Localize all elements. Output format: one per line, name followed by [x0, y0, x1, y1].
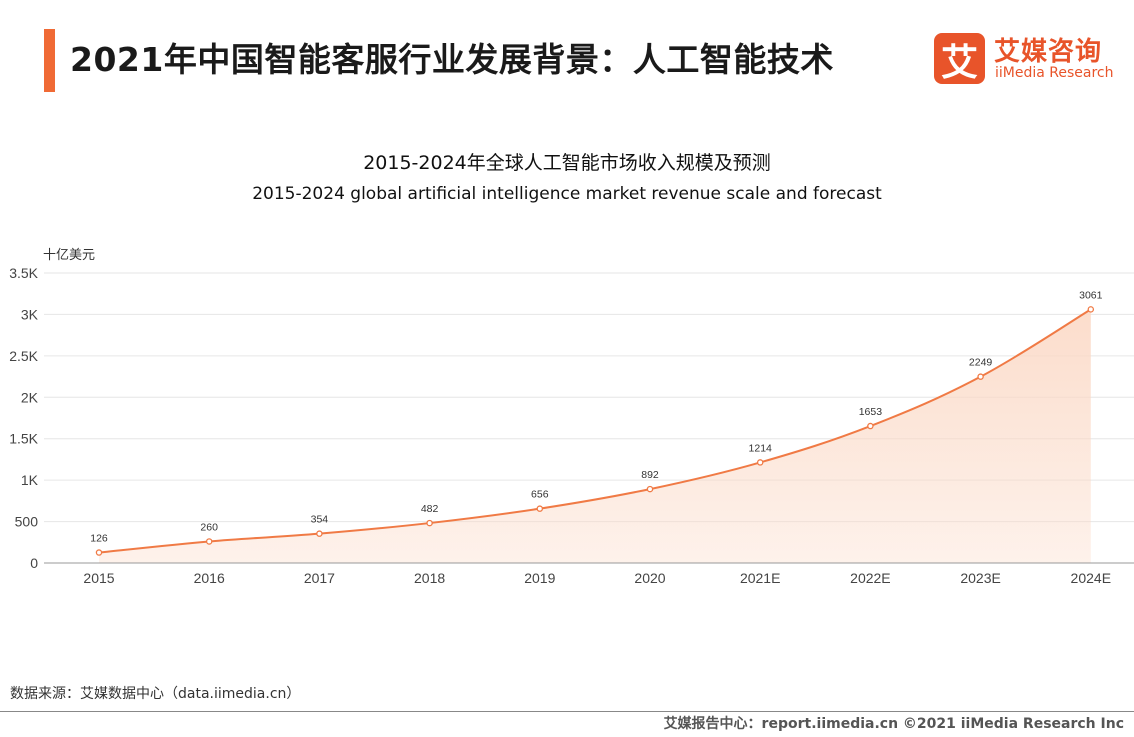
x-tick-label: 2021E — [740, 570, 780, 586]
data-point — [867, 422, 874, 430]
x-axis-ticks: 2015 2016 2017 2018 2019 2020 2021E 2022E 2023E 2… — [83, 570, 1111, 586]
x-tick-label: 2019 — [524, 570, 555, 586]
footer-divider — [0, 711, 1134, 712]
area-fill — [99, 309, 1091, 563]
x-tick-label: 2016 — [194, 570, 225, 586]
data-label: 354 — [311, 514, 329, 526]
logo-en-text: iiMedia Research — [995, 65, 1114, 81]
x-tick-label: 2017 — [304, 570, 335, 586]
data-point — [536, 505, 544, 512]
chart-title: 2015-2024年全球人工智能市场收入规模及预测 — [363, 152, 771, 174]
y-tick-label: 2K — [21, 389, 39, 405]
series-line-path — [98, 308, 1092, 554]
data-point — [1087, 306, 1095, 313]
y-tick-label: 1K — [21, 472, 39, 488]
y-tick-label: 3K — [21, 306, 39, 322]
page-title: 2021年中国智能客服行业发展背景：人工智能技术 — [70, 40, 834, 79]
logo-mark-icon: 艾 — [934, 33, 985, 84]
y-axis-unit-label: 十亿美元 — [43, 248, 96, 263]
data-points — [95, 306, 1095, 556]
data-label: 260 — [200, 521, 218, 533]
data-point — [426, 519, 433, 527]
data-label: 126 — [90, 533, 108, 545]
x-tick-label: 2018 — [414, 570, 445, 586]
y-tick-label: 2.5K — [9, 348, 38, 364]
y-axis-ticks: 0 500 1K 1.5K 2K 2.5K 3K 3.5K — [9, 265, 38, 571]
data-label: 3061 — [1079, 289, 1103, 301]
data-source: 数据来源：艾媒数据中心（data.iimedia.cn） — [10, 686, 301, 702]
logo-cn-text: 艾媒咨询 — [994, 37, 1103, 67]
x-tick-label: 2020 — [634, 570, 665, 586]
data-label: 656 — [531, 489, 549, 501]
y-tick-label: 0 — [30, 555, 38, 571]
data-point — [316, 530, 323, 537]
y-tick-label: 1.5K — [9, 431, 38, 447]
series-area — [99, 309, 1091, 563]
y-tick-label: 3.5K — [9, 265, 38, 281]
data-labels: 126 260 354 482 656 892 1214 1653 2249 3061 — [90, 289, 1102, 544]
data-label: 2249 — [969, 357, 993, 369]
data-label: 1653 — [859, 406, 883, 418]
data-point — [205, 538, 213, 545]
title-accent-bar — [44, 29, 55, 92]
data-point — [756, 459, 764, 466]
x-tick-label: 2022E — [850, 570, 890, 586]
footer-copyright: 艾媒报告中心：report.iimedia.cn ©2021 iiMedia R… — [663, 716, 1124, 732]
data-label: 482 — [421, 503, 439, 515]
data-point — [646, 485, 654, 493]
x-tick-label: 2024E — [1071, 570, 1111, 586]
y-tick-label: 500 — [15, 514, 39, 530]
x-tick-label: 2015 — [83, 570, 114, 586]
brand-logo: 艾 艾媒咨询 iiMedia Research — [934, 33, 1124, 85]
chart-subtitle: 2015-2024 global artificial intelligence… — [252, 184, 882, 204]
data-label: 1214 — [749, 442, 773, 454]
data-point — [95, 549, 103, 556]
series-line — [98, 308, 1092, 554]
data-label: 892 — [641, 469, 659, 481]
x-tick-label: 2023E — [960, 570, 1000, 586]
data-point — [977, 373, 984, 380]
